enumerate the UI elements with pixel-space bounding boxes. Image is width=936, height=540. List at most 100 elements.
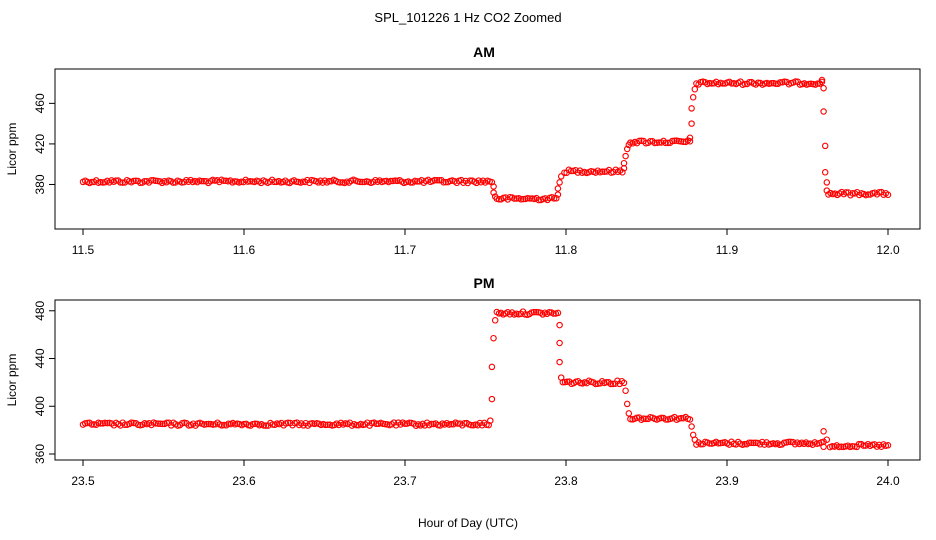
- data-point: [550, 195, 558, 202]
- data-point: [623, 400, 631, 408]
- panel-pm-x-tick-label: 23.9: [715, 474, 739, 488]
- data-point: [532, 308, 540, 316]
- data-point: [205, 420, 212, 428]
- data-point: [556, 321, 563, 329]
- data-point: [293, 178, 300, 185]
- data-point: [706, 440, 713, 447]
- panel-pm: PM Licor ppm 23.5 23.6 23.7 23.8 23.9 24.0 36…: [5, 275, 921, 488]
- data-point: [860, 442, 867, 449]
- data-point: [556, 179, 563, 186]
- data-point: [156, 420, 164, 428]
- data-point: [506, 193, 514, 201]
- data-point: [433, 176, 441, 184]
- data-point: [599, 168, 606, 175]
- data-point: [821, 142, 829, 150]
- data-point: [715, 440, 722, 447]
- data-point: [820, 108, 827, 115]
- panel-am-x-tick-label: 11.7: [394, 243, 417, 257]
- data-point: [623, 145, 631, 153]
- data-point: [373, 420, 380, 428]
- data-point: [488, 363, 496, 371]
- data-point: [353, 421, 360, 429]
- data-point: [717, 439, 724, 447]
- data-point: [152, 177, 159, 185]
- data-point: [554, 309, 562, 317]
- data-point: [620, 159, 628, 167]
- data-point: [669, 137, 676, 145]
- data-point: [835, 443, 843, 451]
- data-point: [805, 80, 813, 88]
- panel-pm-x-tick-label: 23.8: [554, 474, 578, 488]
- data-point: [607, 380, 615, 388]
- panel-pm-points: [79, 308, 892, 451]
- data-point: [249, 420, 257, 428]
- data-point: [671, 137, 678, 145]
- data-point: [387, 177, 395, 185]
- data-point: [380, 177, 388, 185]
- panel-pm-x-tick-label: 23.7: [393, 474, 417, 488]
- data-point: [121, 421, 129, 429]
- data-point: [203, 420, 210, 428]
- data-point: [490, 183, 497, 190]
- panel-pm-x-tick-label: 23.5: [71, 474, 95, 488]
- data-point: [557, 374, 565, 381]
- data-point: [677, 414, 685, 422]
- data-point: [466, 177, 474, 184]
- data-point: [635, 137, 643, 145]
- data-point: [442, 178, 450, 186]
- data-point: [336, 179, 344, 186]
- data-point: [884, 442, 892, 449]
- data-point: [550, 310, 557, 317]
- data-point: [823, 436, 831, 443]
- data-point: [823, 179, 831, 186]
- data-point: [864, 191, 872, 198]
- data-point: [651, 139, 658, 147]
- data-point: [842, 189, 850, 196]
- data-point: [526, 195, 534, 202]
- data-point: [677, 138, 685, 145]
- panel-am-title: AM: [473, 44, 495, 60]
- data-point: [675, 137, 683, 145]
- data-point: [251, 420, 259, 428]
- data-point: [752, 439, 759, 447]
- data-point: [686, 416, 694, 423]
- data-point: [488, 395, 496, 403]
- panel-am-x-tick-label: 11.6: [233, 243, 256, 257]
- data-point: [269, 421, 276, 428]
- data-point: [519, 195, 527, 203]
- data-point: [662, 416, 669, 423]
- data-point: [818, 76, 826, 84]
- data-point: [130, 177, 137, 185]
- panel-pm-y-tick-label: 400: [33, 396, 47, 416]
- data-point: [554, 191, 562, 198]
- data-point: [104, 419, 111, 427]
- data-point: [818, 78, 826, 86]
- panel-pm-y-tick-label: 480: [33, 300, 47, 320]
- panel-pm-y-axis: 360 400 440 480: [33, 300, 55, 464]
- panel-am-plot-frame: [54, 68, 921, 230]
- panel-pm-x-tick-label: 24.0: [876, 474, 900, 488]
- data-point: [820, 84, 827, 92]
- data-point: [561, 169, 568, 176]
- data-point: [625, 410, 633, 417]
- data-point: [517, 196, 525, 203]
- data-point: [837, 443, 845, 450]
- data-point: [823, 187, 831, 194]
- data-point: [728, 80, 735, 87]
- data-point: [198, 177, 205, 185]
- data-point: [117, 179, 124, 186]
- data-point: [785, 438, 792, 446]
- data-point: [691, 85, 699, 93]
- data-point: [792, 78, 799, 85]
- data-point: [553, 195, 560, 202]
- data-point: [271, 178, 278, 186]
- data-point: [322, 421, 329, 429]
- data-point: [428, 420, 435, 428]
- panel-am-x-tick-label: 11.5: [72, 243, 95, 257]
- data-point: [609, 380, 617, 388]
- data-point: [686, 134, 694, 142]
- data-point: [768, 79, 775, 87]
- data-point: [807, 80, 815, 88]
- data-point: [524, 194, 531, 202]
- panel-pm-y-axis-label: Licor ppm: [5, 354, 19, 407]
